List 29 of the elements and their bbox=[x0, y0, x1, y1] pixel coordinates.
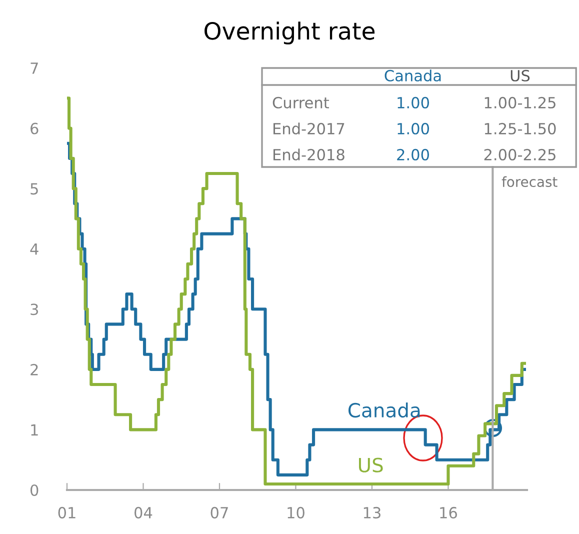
y-tick-label: 3 bbox=[30, 304, 38, 316]
series-label: Canada bbox=[348, 402, 420, 418]
annotation: 2.00-2.25 bbox=[484, 148, 556, 160]
annotation: 2.00 bbox=[397, 148, 429, 160]
annotation: 1.00-1.25 bbox=[484, 96, 556, 108]
y-tick-label: 7 bbox=[30, 62, 38, 74]
x-tick-label: 04 bbox=[134, 506, 152, 518]
y-tick-label: 1 bbox=[31, 424, 38, 436]
x-tick-label: 10 bbox=[288, 506, 304, 518]
y-tick-label: 5 bbox=[30, 183, 38, 195]
chart-title: Overnight rate bbox=[204, 22, 375, 44]
annotation: End-2017 bbox=[274, 122, 344, 134]
annotation: 1.25-1.50 bbox=[484, 122, 556, 134]
y-tick-label: 2 bbox=[30, 364, 38, 376]
y-tick-label: 6 bbox=[30, 122, 38, 134]
x-tick-label: 07 bbox=[210, 506, 228, 518]
x-tick-label: 13 bbox=[364, 506, 380, 518]
annotation: 1.00 bbox=[398, 96, 429, 108]
annotation: End-2018 bbox=[274, 148, 344, 160]
y-tick-label: 4 bbox=[30, 244, 38, 255]
series-label: US bbox=[359, 458, 383, 472]
annotation: Canada bbox=[384, 70, 441, 82]
annotation: Current bbox=[272, 96, 330, 108]
annotation: 1.00 bbox=[398, 122, 429, 134]
y-tick-label: 0 bbox=[30, 484, 38, 496]
x-tick-label: 01 bbox=[58, 506, 76, 518]
ref-line-label: forecast bbox=[502, 176, 558, 188]
x-tick-label: 16 bbox=[440, 506, 457, 518]
annotation: US bbox=[510, 70, 530, 82]
